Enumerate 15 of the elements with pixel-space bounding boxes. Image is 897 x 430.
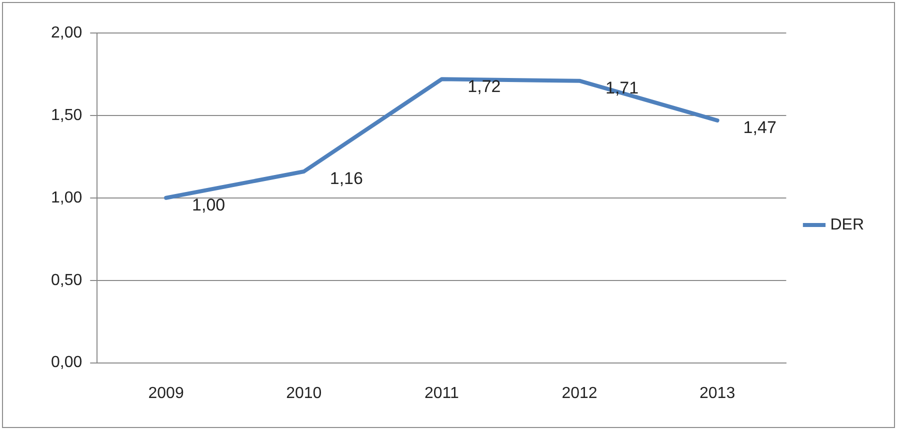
y-tick-label: 1,00 (51, 189, 82, 206)
x-tick-label: 2011 (424, 384, 459, 402)
data-label: 1,16 (330, 169, 363, 188)
data-label: 1,47 (743, 118, 776, 138)
data-label: 1,72 (468, 76, 501, 96)
y-tick-label: 0,50 (51, 272, 82, 289)
x-tick-label: 2012 (562, 384, 598, 402)
x-tick-label: 2013 (700, 384, 736, 402)
y-tick-label: 0,00 (51, 354, 82, 372)
x-tick-label: 2009 (148, 384, 184, 402)
legend-label: DER (830, 216, 864, 234)
y-tick-label: 2,00 (51, 24, 82, 42)
data-label: 1,00 (192, 196, 226, 215)
y-tick-label: 1,50 (51, 106, 82, 124)
x-tick-label: 2010 (286, 384, 322, 402)
